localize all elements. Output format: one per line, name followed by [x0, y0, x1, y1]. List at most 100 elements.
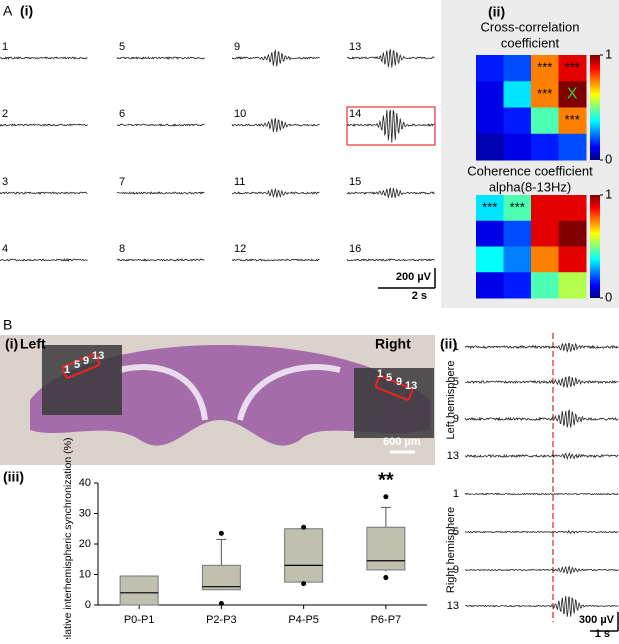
cell-annotation: *** [510, 199, 525, 214]
trace [0, 56, 88, 60]
colorbar-tick-label: 0 [605, 289, 612, 304]
x-tick-label: P2-P3 [206, 614, 237, 626]
heatmap-cell [558, 195, 587, 222]
heatmap-title: coefficient [501, 35, 560, 50]
trace [464, 342, 619, 353]
channel-label: 13 [447, 600, 459, 612]
box [201, 564, 241, 591]
channel-label: 7 [119, 176, 125, 188]
channel-label: 12 [234, 243, 246, 255]
channel-label: 10 [234, 108, 246, 120]
trace [346, 109, 435, 143]
trace [231, 187, 320, 198]
channel-label: 13 [447, 450, 459, 462]
y-tick-label: 10 [79, 568, 91, 580]
outlier [301, 581, 307, 587]
significance: ** [378, 469, 394, 491]
panel-label: B [3, 317, 12, 333]
heatmap-cell [558, 81, 587, 108]
heatmap-cell [476, 81, 504, 108]
electrode-label: 9 [396, 376, 402, 388]
scale-label: 300 µV [579, 614, 615, 626]
trace [0, 258, 88, 262]
scale-label: 200 µV [396, 271, 432, 283]
hemisphere-label: Right [375, 336, 411, 352]
channel-label: 14 [349, 108, 361, 120]
channel-label: 5 [453, 376, 459, 388]
heatmap-cell [503, 246, 532, 273]
hemisphere-label: Left [20, 336, 46, 352]
electrode-inset [354, 368, 434, 438]
electrode-label: 13 [92, 350, 104, 362]
trace [231, 258, 320, 262]
outlier [383, 575, 389, 581]
trace [464, 530, 619, 535]
cell-annotation: *** [565, 60, 580, 75]
colorbar-tick-label: 0 [605, 151, 612, 166]
heatmap-cell [503, 55, 532, 82]
electrode-label: 1 [377, 368, 383, 380]
highlight-box [346, 106, 436, 146]
channel-label: 9 [453, 564, 459, 576]
heatmap-cell [476, 133, 504, 161]
y-tick-label: 40 [79, 477, 91, 489]
heatmap-title: alpha(8-13Hz) [489, 179, 571, 194]
trace [346, 187, 435, 199]
electrode-box [374, 375, 414, 401]
hemisphere-axis-label: Right hemisphere [445, 507, 457, 593]
heatmap-cell [476, 246, 504, 273]
cell-annotation: X [567, 86, 578, 103]
channel-label: 1 [453, 488, 459, 500]
heatmap-cell [531, 81, 559, 108]
heatmap-cell [503, 195, 532, 222]
hemisphere-axis-label: Left hemisphere [445, 361, 457, 440]
box [119, 575, 159, 606]
box [284, 528, 324, 583]
channel-label: 3 [2, 176, 8, 188]
panel-sublabel: (ii) [440, 336, 457, 352]
heatmap-cell [503, 81, 532, 108]
trace [464, 409, 619, 428]
channel-label: 1 [453, 341, 459, 353]
heatmap-cell [558, 55, 587, 82]
panel-sublabel: (iii) [3, 469, 24, 485]
heatmap-cell [476, 195, 504, 222]
trace [464, 375, 619, 389]
y-tick-label: 20 [79, 538, 91, 550]
panel-sublabel: (i) [5, 336, 18, 352]
heatmap-cell [476, 107, 504, 135]
heatmap-cell [558, 133, 587, 161]
heatmap-cell [476, 55, 504, 82]
brain-image [0, 335, 435, 465]
channel-label: 5 [453, 526, 459, 538]
heatmap-cell [476, 220, 504, 247]
x-tick-label: P6-P7 [371, 614, 402, 626]
colorbar-tick-label: 1 [605, 46, 612, 61]
outlier [383, 494, 389, 500]
heatmap-cell [531, 133, 559, 161]
trace [346, 48, 435, 68]
trace [346, 258, 435, 262]
heatmap-cell [558, 107, 587, 135]
cell-annotation: *** [482, 199, 497, 214]
electrode-label: 1 [64, 364, 70, 376]
trace [464, 595, 619, 617]
electrode-label: 5 [74, 359, 80, 371]
colorbar [590, 195, 600, 298]
heatmap-cell [531, 107, 559, 135]
scale-label: 2 s [412, 290, 427, 302]
heatmap-cell [531, 220, 559, 247]
heatmap-cell [503, 133, 532, 161]
channel-label: 2 [2, 108, 8, 120]
heatmap-cell [531, 195, 559, 222]
cell-annotation: *** [565, 112, 580, 127]
trace [116, 123, 205, 127]
trace [464, 565, 619, 575]
trace [464, 452, 619, 461]
heatmap-cell [503, 272, 532, 299]
heatmap-cell [503, 220, 532, 247]
y-tick-label: 30 [79, 507, 91, 519]
electrode-label: 5 [386, 372, 392, 384]
heatmap-cell [531, 55, 559, 82]
trace [0, 191, 88, 195]
